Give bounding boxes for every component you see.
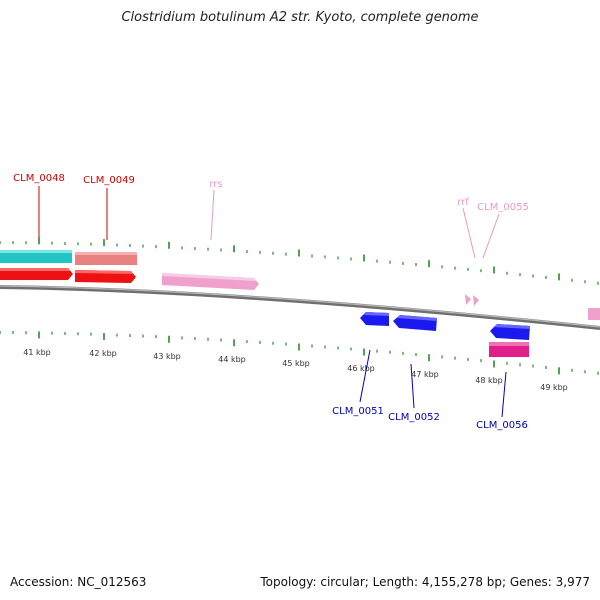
genome-title: Clostridium botulinum A2 str. Kyoto, com…: [121, 10, 479, 25]
forward-features: [0, 250, 600, 320]
kbp-label: 45 kbp: [282, 359, 310, 368]
feature-salmon-block[interactable]: [75, 252, 137, 265]
kbp-label: 47 kbp: [411, 370, 439, 379]
leader-lines: [38, 186, 507, 418]
genome-backbone: [0, 285, 600, 330]
feature-label[interactable]: CLM_0055: [477, 202, 529, 213]
feature-labels: CLM_0048 CLM_0049 rrs rrf CLM_0055 CLM_0…: [13, 173, 529, 431]
feature-arrow-CLM_0055[interactable]: [473, 295, 479, 306]
kbp-label: 43 kbp: [153, 352, 181, 361]
reverse-features: [360, 312, 530, 357]
kbp-label: 46 kbp: [347, 364, 375, 373]
feature-label[interactable]: CLM_0049: [83, 175, 135, 186]
feature-label[interactable]: rrf: [457, 197, 469, 208]
feature-pink-edge[interactable]: [588, 308, 600, 320]
feature-label[interactable]: CLM_0056: [476, 420, 528, 431]
outer-tick-ring: [0, 237, 599, 285]
kbp-label: 44 kbp: [218, 355, 246, 364]
inner-tick-ring: [0, 331, 599, 375]
kbp-label: 42 kbp: [89, 349, 117, 358]
kbp-label: 49 kbp: [540, 383, 568, 392]
feature-label[interactable]: CLM_0052: [388, 412, 440, 423]
feature-label[interactable]: CLM_0048: [13, 173, 65, 184]
feature-cyan-block[interactable]: [0, 250, 72, 263]
kbp-label: 48 kbp: [475, 376, 503, 385]
feature-arrow-rrf[interactable]: [465, 294, 471, 305]
genome-summary-text: Topology: circular; Length: 4,155,278 bp…: [260, 575, 590, 589]
accession-text: Accession: NC_012563: [10, 575, 147, 589]
feature-label[interactable]: rrs: [209, 179, 222, 190]
feature-label[interactable]: CLM_0051: [332, 406, 384, 417]
kbp-label: 41 kbp: [23, 348, 51, 357]
kbp-labels: 41 kbp 42 kbp 43 kbp 44 kbp 45 kbp 46 kb…: [23, 348, 568, 392]
